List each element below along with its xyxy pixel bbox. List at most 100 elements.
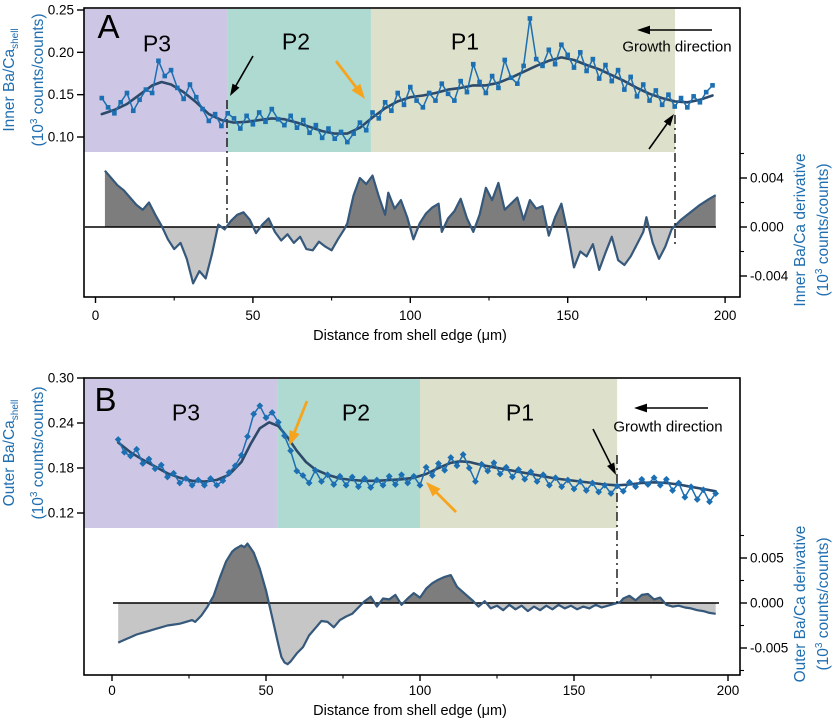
y-axis-title-outer-bacas: Outer Ba/Cashell (103 counts/counts)	[0, 386, 48, 519]
derivative-curve-a	[104, 169, 717, 285]
data-marker-square-a	[540, 63, 545, 69]
x-axis-title-b: Distance from shell edge (μm)	[313, 703, 507, 719]
data-marker-square-a	[363, 127, 369, 133]
orange-annotation-arrow-a-2-head	[351, 83, 365, 99]
orange-annotation-arrow-b-1-head	[289, 430, 300, 446]
data-marker-diamond-b	[564, 476, 572, 484]
panel-a-letter: A	[97, 8, 121, 45]
data-marker-diamond-b	[145, 455, 153, 463]
data-marker-diamond-b	[619, 487, 627, 495]
x-tick-label-b: 150	[563, 683, 586, 698]
data-marker-square-a	[294, 125, 300, 130]
x-tick-label-a: 150	[556, 308, 579, 323]
derivative-fill-negative-a	[104, 227, 716, 284]
data-marker-square-a	[389, 108, 394, 114]
data-marker-square-a	[244, 113, 249, 119]
data-marker-diamond-b	[521, 475, 529, 483]
data-marker-square-a	[640, 82, 646, 87]
data-marker-square-a	[162, 73, 168, 79]
data-marker-diamond-b	[367, 484, 375, 491]
data-marker-diamond-b	[428, 472, 436, 479]
y-left-tick-label-a: 0.15	[48, 87, 74, 102]
y-right-tick-label-b: 0.000	[750, 596, 784, 611]
data-marker-diamond-b	[582, 487, 590, 494]
x-tick-label-b: 100	[409, 683, 432, 698]
data-marker-square-a	[143, 87, 149, 92]
data-marker-square-a	[420, 105, 426, 110]
data-marker-square-a	[615, 67, 621, 73]
y-left-tick-label-a: 0.25	[48, 3, 74, 18]
panel-b-letter: B	[94, 381, 118, 418]
data-marker-diamond-b	[453, 462, 461, 470]
data-marker-diamond-b	[250, 410, 258, 418]
data-marker-diamond-b	[533, 478, 541, 485]
data-marker-square-a	[288, 113, 293, 119]
phase-region-p1-b	[420, 379, 618, 528]
phase-region-p2-b	[277, 379, 420, 528]
data-marker-diamond-b	[293, 467, 301, 475]
data-marker-diamond-b	[669, 487, 676, 494]
data-marker-diamond-b	[509, 473, 516, 481]
data-marker-square-a	[168, 67, 174, 73]
data-marker-diamond-b	[336, 472, 344, 480]
data-marker-diamond-b	[391, 481, 399, 488]
y-right-tick-label-a: 0.000	[750, 220, 784, 235]
subscript-shell-b: shell	[9, 399, 21, 421]
data-marker-diamond-b	[274, 418, 282, 426]
data-marker-diamond-b	[515, 466, 522, 473]
data-marker-diamond-b	[213, 481, 221, 489]
data-marker-diamond-b	[201, 481, 208, 489]
data-marker-diamond-b	[422, 463, 430, 471]
data-marker-square-a	[225, 110, 231, 116]
y-axis-title-outer-derivative-units: (103 counts/counts)	[813, 537, 833, 671]
data-marker-diamond-b	[157, 461, 165, 469]
data-marker-square-a	[647, 98, 652, 103]
data-marker-diamond-b	[465, 464, 473, 472]
data-marker-square-a	[697, 99, 703, 105]
data-marker-square-a	[672, 104, 678, 109]
data-marker-diamond-b	[398, 471, 405, 479]
phase-region-p3-a	[83, 9, 228, 152]
data-marker-diamond-b	[650, 474, 658, 482]
data-marker-diamond-b	[318, 478, 325, 485]
data-marker-square-a	[313, 122, 319, 128]
y-left-tick-label-b: 0.24	[48, 416, 75, 431]
data-marker-square-a	[269, 106, 275, 112]
y-left-tick-label-b: 0.30	[48, 371, 74, 386]
data-marker-square-a	[577, 50, 583, 55]
orange-annotation-arrow-b-2	[434, 490, 457, 513]
data-marker-diamond-b	[496, 470, 504, 478]
data-marker-square-a	[559, 42, 564, 48]
y-axis-title-outer-derivative-line1: Outer Ba/Ca derivative	[791, 525, 809, 683]
data-marker-diamond-b	[164, 473, 171, 481]
data-marker-diamond-b	[595, 488, 603, 496]
axis-frame-b	[83, 377, 741, 676]
data-marker-square-a	[584, 68, 589, 74]
data-marker-square-a	[414, 98, 419, 103]
data-marker-diamond-b	[330, 481, 338, 488]
data-marker-diamond-b	[231, 462, 239, 470]
derivative-fill-positive-b	[118, 543, 716, 603]
data-marker-square-a	[596, 76, 602, 81]
data-marker-square-a	[193, 94, 199, 100]
growth-direction-arrow-head-a	[637, 25, 650, 35]
data-marker-diamond-b	[127, 452, 134, 460]
data-marker-square-a	[685, 105, 690, 110]
data-marker-diamond-b	[361, 475, 368, 482]
x-tick-label-b: 200	[717, 683, 740, 698]
y-right-tick-label-b: 0.005	[750, 551, 784, 566]
data-marker-square-a	[370, 110, 375, 115]
y-right-tick-label-b: -0.005	[750, 641, 788, 656]
data-marker-square-a	[181, 96, 186, 102]
y-axis-title-inner-bacas-units: (103 counts/counts)	[28, 13, 48, 147]
y-axis-title-outer-bacas-units: (103 counts/counts)	[28, 386, 48, 520]
data-marker-diamond-b	[176, 479, 184, 487]
y-left-tick-label-a: 0.20	[48, 45, 74, 60]
data-marker-diamond-b	[120, 448, 128, 456]
data-marker-diamond-b	[681, 493, 689, 501]
superscript-3: 3	[813, 642, 825, 649]
data-marker-square-a	[118, 99, 123, 105]
region-label-p1-a: P1	[450, 28, 480, 55]
data-marker-square-a	[212, 111, 218, 117]
